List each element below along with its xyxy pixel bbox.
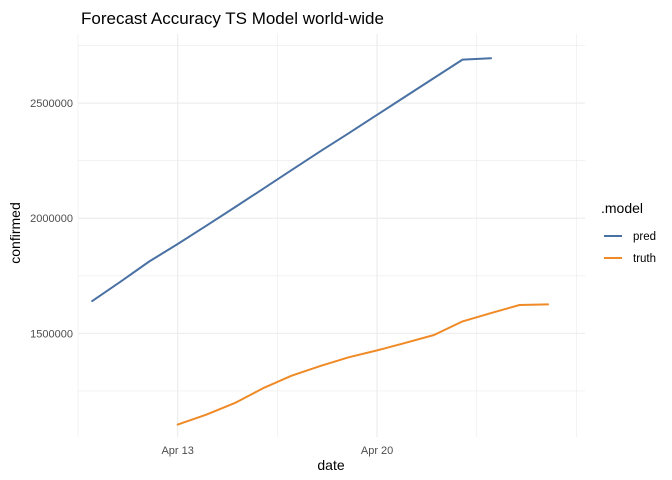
- y-tick-label: 2500000: [30, 98, 73, 110]
- series-lines: [91, 57, 549, 426]
- x-tick-label: Apr 20: [361, 445, 393, 457]
- y-tick-label: 2000000: [30, 213, 73, 225]
- series-line-pred: [91, 57, 492, 303]
- chart-title: Forecast Accuracy TS Model world-wide: [81, 9, 384, 28]
- legend: .model pred truth: [601, 200, 656, 265]
- x-tick-label: Apr 13: [161, 445, 193, 457]
- legend-label-truth: truth: [633, 253, 656, 265]
- x-axis-title: date: [317, 457, 344, 473]
- y-axis-title: confirmed: [7, 202, 23, 263]
- legend-label-pred: pred: [633, 231, 656, 243]
- x-axis-ticks: Apr 13 Apr 20: [161, 445, 393, 457]
- legend-title: .model: [601, 200, 643, 216]
- y-axis-ticks: 1500000 2000000 2500000: [30, 98, 73, 340]
- y-tick-label: 1500000: [30, 328, 73, 340]
- series-line-truth: [176, 303, 549, 426]
- plot-grid: [77, 34, 585, 437]
